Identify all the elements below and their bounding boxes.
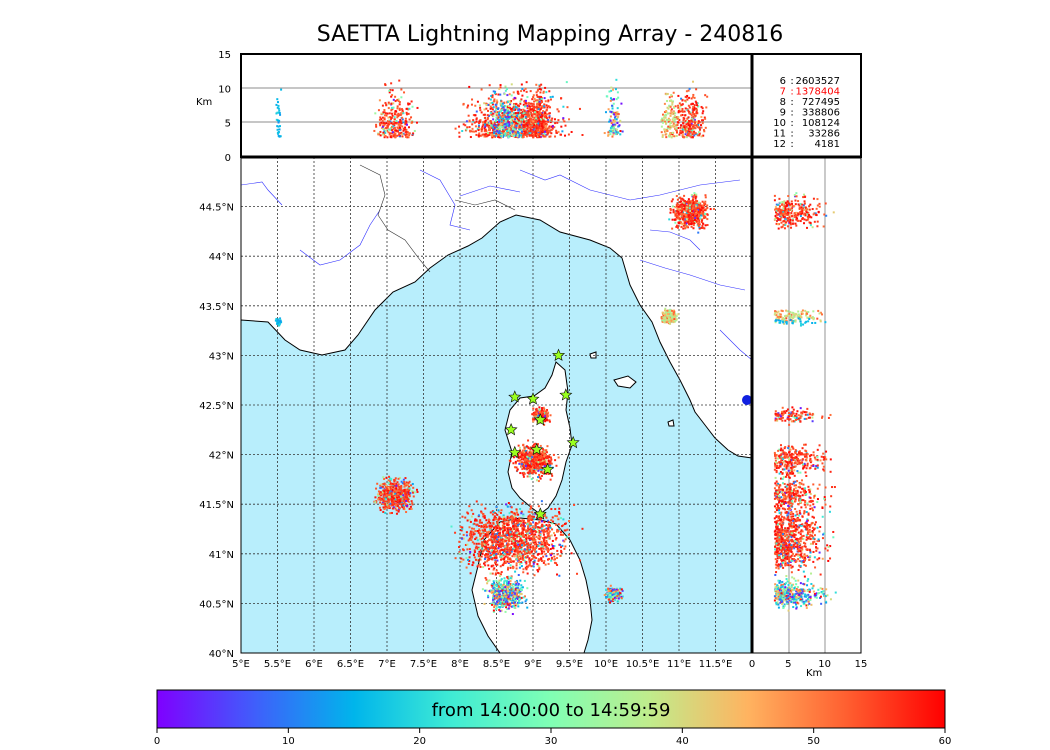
lon-tick-label: 11°E [667,659,691,670]
right-x-tick-label: 0 [749,659,755,670]
station-count: 338806 [802,108,840,119]
lat-tick-label: 41.5°N [199,500,234,511]
colorbar-tick-label: 30 [545,736,558,747]
station-count: 1378404 [795,87,840,98]
stats-panel [751,53,862,158]
lon-tick-label: 10.5°E [626,659,660,670]
station-number: 10 [773,118,786,129]
lon-tick-label: 8.5°E [483,659,510,670]
station-count: 4181 [815,139,840,150]
lon-tick-label: 7°E [378,659,396,670]
elba-island [613,375,637,389]
colorbar-tick-label: 60 [939,736,952,747]
colorbar [156,689,946,729]
right-x-tick-label: 15 [855,659,868,670]
longitude-tick-labels: 5°E 5.5°E 6°E 6.5°E 7°E 7.5°E 8°E 8.5°E 9°E 9.5°E… [232,659,732,670]
rivers [241,169,752,361]
latitude-tick-labels: 40°N 40.5°N 41°N 41.5°N 42°N 42.5°N 43°N 43.5°N… [199,203,234,660]
lon-altitude-panel [241,54,752,157]
lat-tick-label: 40°N [209,649,234,660]
colorbar-tick-label: 10 [282,736,295,747]
lat-tick-label: 41°N [209,550,234,561]
colorbar-tick-label: 0 [154,736,160,747]
separator: : [790,139,793,150]
station-count: 108124 [802,118,840,129]
right-altitude-tick-labels: 0 5 10 15 [749,659,868,670]
separator: : [790,118,793,129]
lon-tick-label: 9.5°E [556,659,583,670]
right-x-tick-label: 10 [818,659,831,670]
top-altitude-tick-labels: 0 5 10 15 [218,50,231,164]
station-star [559,388,573,401]
station-star [530,442,544,456]
separator: : [790,108,793,119]
lightning-sources-map [274,192,715,616]
station-star [552,348,566,361]
lon-tick-label: 6°E [305,659,323,670]
top-axis-unit: Km [196,97,212,108]
lon-tick-label: 9°E [524,659,542,670]
station-number: 11 [773,129,786,140]
top-y-tick-label: 5 [225,119,231,130]
separator: : [790,87,793,98]
lat-tick-label: 43.5°N [199,302,234,313]
colorbar-ticks: 0 10 20 30 40 50 60 [154,728,952,747]
lon-tick-label: 5°E [232,659,250,670]
station-number: 8 [780,97,786,108]
lat-tick-label: 44°N [209,252,234,263]
station-count: 33286 [808,129,840,140]
station-star [541,462,555,475]
station-count: 2603527 [795,76,840,87]
lon-tick-label: 8°E [451,659,469,670]
lon-tick-label: 11.5°E [699,659,733,670]
lon-tick-label: 6.5°E [337,659,364,670]
station-star [526,392,540,405]
station-star [533,413,547,426]
lat-tick-label: 43°N [209,351,234,362]
lat-tick-label: 40.5°N [199,599,234,610]
station-count: 727495 [802,97,840,108]
lon-tick-label: 10°E [594,659,618,670]
colorbar-tick-label: 20 [413,736,426,747]
station-counts: 6:26035277:13784048:7274959:33880610:108… [773,76,840,150]
station-star [566,435,580,449]
lat-altitude-panel [752,157,861,653]
station-number: 9 [780,108,786,119]
borders [359,164,516,273]
lat-tick-label: 42°N [209,451,234,462]
chart-title: SAETTA Lightning Mapping Array - 240816 [316,22,784,47]
station-number: 6 [780,76,786,87]
station-star [533,507,547,520]
map-panel [241,157,752,653]
giglio-island [667,419,675,427]
station-number: 12 [773,139,786,150]
separator: : [790,76,793,87]
top-y-tick-label: 15 [218,50,231,61]
reference-marker [742,395,752,405]
lon-tick-label: 7.5°E [410,659,437,670]
separator: : [790,129,793,140]
lat-tick-label: 44.5°N [199,203,234,214]
lma-stations [504,348,580,520]
station-star [504,423,518,436]
station-number: 7 [780,87,786,98]
map-gridlines [241,157,752,653]
lon-tick-label: 5.5°E [264,659,291,670]
right-x-tick-label: 5 [785,659,791,670]
lat-tick-label: 42.5°N [199,401,234,412]
top-y-tick-label: 0 [225,153,231,164]
right-axis-unit: Km [806,668,822,679]
colorbar-tick-label: 40 [676,736,689,747]
top-y-tick-label: 10 [218,84,231,95]
station-star [508,390,522,403]
station-star [508,445,522,459]
separator: : [790,97,793,108]
colorbar-tick-label: 50 [807,736,820,747]
